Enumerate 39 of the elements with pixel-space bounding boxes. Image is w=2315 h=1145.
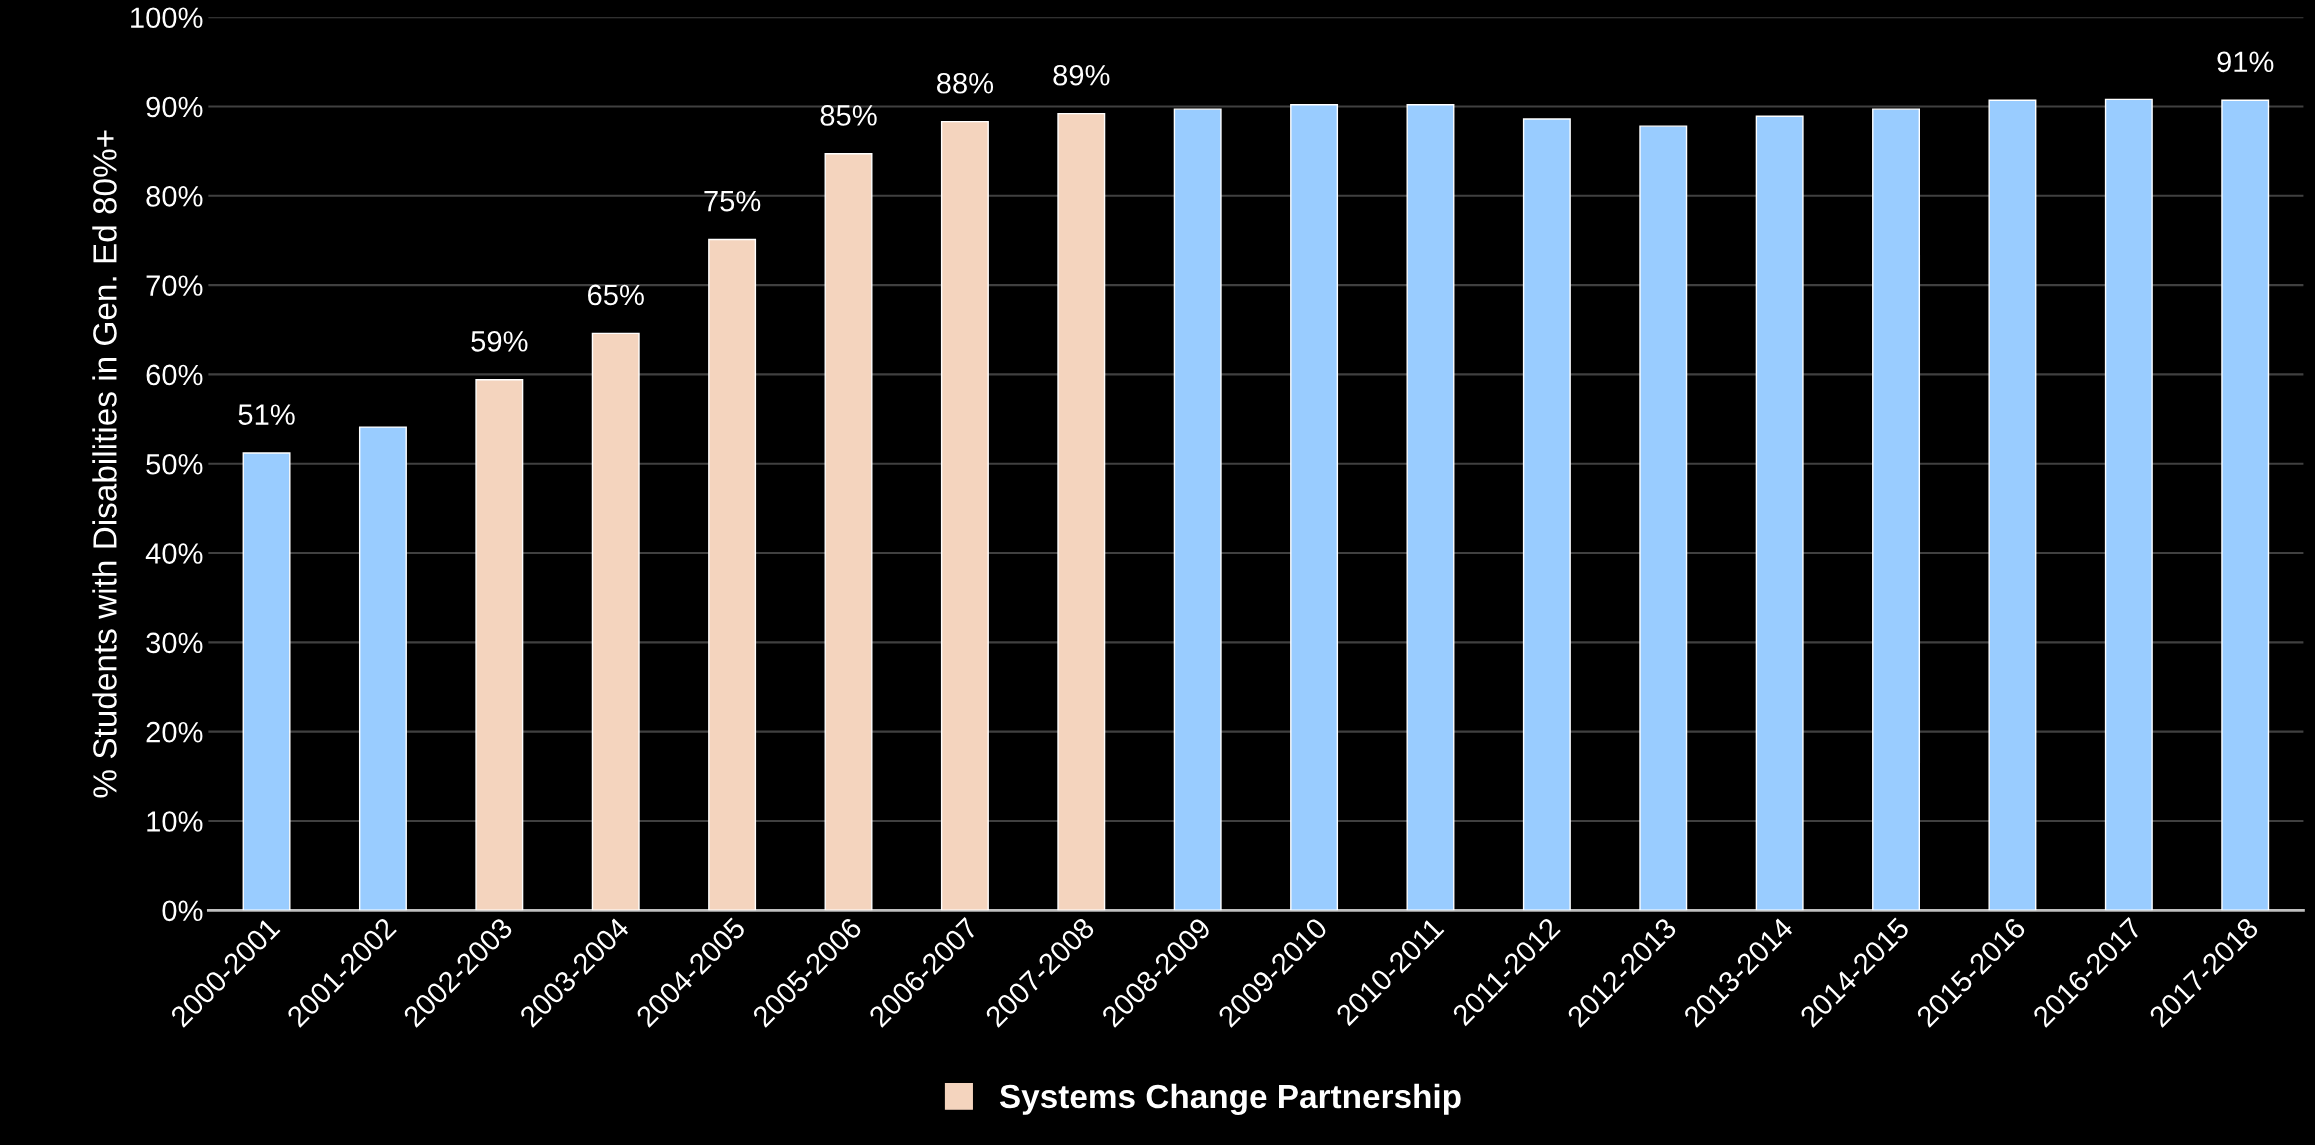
data-label: 85% bbox=[820, 105, 877, 126]
legend-label: Systems Change Partnership bbox=[999, 1083, 1461, 1115]
data-label: 91% bbox=[2217, 51, 2274, 73]
bar bbox=[940, 120, 989, 911]
data-label: 88% bbox=[936, 72, 994, 94]
y-tick-label: 50% bbox=[146, 453, 203, 475]
bar bbox=[824, 153, 873, 911]
y-tick-label: 0% bbox=[162, 900, 203, 922]
y-tick-label: 100% bbox=[131, 7, 203, 29]
data-label: 89% bbox=[1053, 64, 1110, 86]
bar bbox=[1872, 108, 1921, 911]
y-tick-label: 30% bbox=[146, 632, 203, 654]
y-tick-label: 80% bbox=[146, 186, 203, 207]
data-label: 51% bbox=[238, 404, 295, 425]
y-tick-label: 70% bbox=[146, 275, 203, 296]
y-tick-label: 40% bbox=[145, 543, 203, 564]
bar bbox=[1290, 104, 1339, 911]
y-tick-label: 90% bbox=[146, 96, 203, 118]
data-label: 65% bbox=[588, 284, 644, 306]
bar bbox=[1057, 112, 1106, 911]
bar bbox=[2104, 98, 2153, 911]
data-label: 59% bbox=[471, 331, 528, 352]
y-tick-label: 60% bbox=[146, 364, 203, 386]
y-tick-label: 20% bbox=[146, 721, 203, 743]
bar bbox=[1173, 108, 1222, 911]
bar bbox=[1522, 118, 1571, 911]
y-tick-label: 10% bbox=[147, 811, 203, 832]
bar bbox=[242, 452, 291, 911]
bar bbox=[358, 426, 407, 911]
bar bbox=[1755, 115, 1804, 911]
data-label: 75% bbox=[704, 190, 761, 212]
bar bbox=[1639, 125, 1688, 911]
bar bbox=[1988, 99, 2037, 911]
bar bbox=[708, 238, 757, 911]
bar bbox=[1406, 104, 1455, 911]
bar bbox=[591, 332, 640, 911]
y-axis-title: % Students with Disabilities in Gen. Ed 80%+ bbox=[92, 130, 117, 798]
bar bbox=[475, 379, 524, 911]
bar bbox=[2221, 99, 2270, 911]
